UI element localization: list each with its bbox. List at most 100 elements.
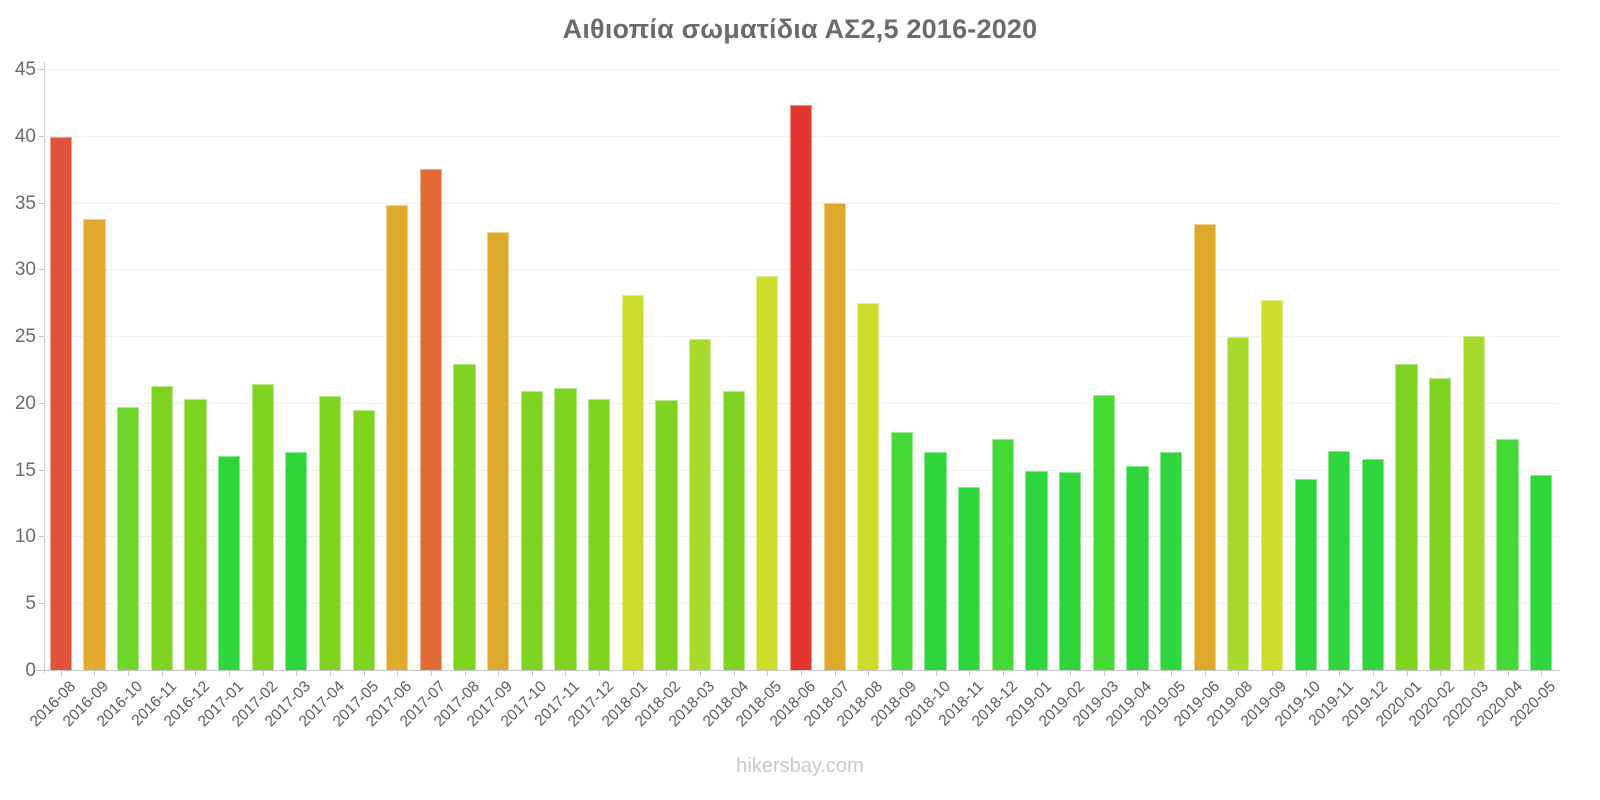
bar[interactable]	[520, 390, 543, 670]
x-axis-tick-mark	[1171, 671, 1173, 676]
x-axis-tick-mark	[1406, 671, 1408, 676]
bar[interactable]	[453, 364, 476, 670]
bar[interactable]	[554, 388, 577, 670]
bar[interactable]	[1462, 336, 1485, 670]
x-axis-line	[36, 670, 1560, 671]
x-axis-tick-mark	[1137, 671, 1139, 676]
bar[interactable]	[352, 409, 375, 670]
chart-title: Αιθιοπία σωματίδια ΑΣ2,5 2016-2020	[562, 14, 1038, 44]
bar[interactable]	[1092, 394, 1115, 670]
bar[interactable]	[1260, 300, 1284, 670]
y-axis-tick-label: 15	[14, 459, 36, 481]
x-axis-tick-mark	[632, 671, 634, 676]
x-axis-tick-mark	[1103, 671, 1105, 676]
bar[interactable]	[487, 231, 510, 670]
bar[interactable]	[1294, 479, 1317, 670]
bar[interactable]	[1429, 377, 1452, 670]
y-axis-tick-label: 5	[25, 593, 36, 615]
x-axis-tick-mark	[464, 671, 466, 676]
x-axis-tick-mark	[363, 671, 365, 676]
bar[interactable]	[722, 390, 745, 670]
x-axis-tick-mark	[1440, 671, 1442, 676]
x-axis-tick-mark	[94, 671, 96, 676]
gridline	[44, 69, 1558, 70]
y-axis-tick-label: 25	[14, 326, 36, 348]
x-axis-tick-mark	[935, 671, 937, 676]
y-axis-tick-label: 0	[25, 660, 36, 681]
x-axis-tick-mark	[430, 671, 432, 676]
bar[interactable]	[117, 406, 140, 670]
x-axis-tick-mark	[1070, 671, 1072, 676]
y-axis-tick-mark	[39, 135, 45, 137]
bar[interactable]	[924, 452, 947, 670]
x-axis-tick-mark	[1002, 671, 1004, 676]
x-axis-tick-mark	[1372, 671, 1374, 676]
bar[interactable]	[1496, 438, 1519, 670]
bar[interactable]	[1193, 223, 1216, 670]
source-watermark: hikersbay.com	[736, 755, 864, 777]
y-axis-tick-mark	[39, 536, 45, 538]
bar[interactable]	[991, 438, 1014, 670]
y-axis-tick-label: 20	[14, 392, 36, 414]
bar[interactable]	[655, 400, 678, 670]
x-axis-tick-mark	[1272, 671, 1274, 676]
x-axis-tick-mark	[329, 671, 331, 676]
bar[interactable]	[621, 294, 644, 670]
x-axis-tick-mark	[1305, 671, 1307, 676]
x-axis-tick-mark	[195, 671, 197, 676]
x-axis-tick-mark	[161, 671, 163, 676]
bar[interactable]	[756, 276, 779, 670]
x-axis-tick-mark	[498, 671, 500, 676]
y-axis-tick-mark	[39, 670, 45, 671]
y-axis-tick-label: 30	[14, 259, 36, 281]
bar[interactable]	[1126, 465, 1149, 670]
bar[interactable]	[386, 205, 409, 670]
x-axis-tick-mark	[229, 671, 231, 676]
bar[interactable]	[1328, 450, 1351, 670]
bar[interactable]	[217, 456, 241, 670]
x-axis-tick-mark	[1507, 671, 1509, 676]
bar[interactable]	[958, 487, 981, 670]
y-axis-line	[44, 62, 45, 673]
bar[interactable]	[857, 302, 880, 670]
bar[interactable]	[1227, 337, 1250, 670]
plot-area	[44, 69, 1558, 670]
x-axis-tick-mark	[1238, 671, 1240, 676]
y-axis-tick-mark	[39, 202, 45, 204]
x-axis-tick-mark	[801, 671, 802, 676]
bar[interactable]	[1530, 475, 1553, 670]
bar[interactable]	[1025, 471, 1048, 670]
bar[interactable]	[1361, 458, 1385, 670]
bar[interactable]	[49, 137, 72, 670]
bar[interactable]	[1059, 472, 1082, 670]
bar[interactable]	[285, 452, 308, 670]
x-axis-tick-mark	[565, 671, 567, 676]
y-axis-tick-label: 35	[14, 192, 36, 214]
bar[interactable]	[150, 385, 173, 670]
x-axis-tick-mark	[128, 671, 130, 676]
bar[interactable]	[890, 432, 914, 670]
y-axis-tick-mark	[39, 269, 45, 271]
x-axis-tick-mark	[1036, 671, 1038, 676]
bar[interactable]	[83, 218, 106, 670]
bar[interactable]	[184, 398, 207, 670]
bar[interactable]	[318, 396, 342, 670]
bar[interactable]	[1159, 452, 1183, 670]
x-axis-tick-mark	[834, 671, 836, 676]
bar[interactable]	[251, 384, 274, 670]
bar[interactable]	[789, 105, 813, 670]
bar[interactable]	[688, 338, 712, 670]
bar[interactable]	[1395, 364, 1418, 670]
x-axis-tick-mark	[599, 671, 601, 676]
y-axis-tick-mark	[39, 69, 45, 70]
y-axis-tick-mark	[39, 336, 45, 338]
y-axis-tick-mark	[39, 603, 45, 605]
x-axis-tick-mark	[733, 671, 735, 676]
x-axis-tick-mark	[1473, 671, 1475, 676]
x-axis-tick-mark	[969, 671, 971, 676]
bar[interactable]	[419, 169, 442, 670]
bar[interactable]	[823, 202, 846, 670]
y-axis-tick-label: 10	[14, 526, 36, 548]
x-axis-tick-mark	[531, 671, 533, 676]
bar[interactable]	[588, 398, 611, 670]
